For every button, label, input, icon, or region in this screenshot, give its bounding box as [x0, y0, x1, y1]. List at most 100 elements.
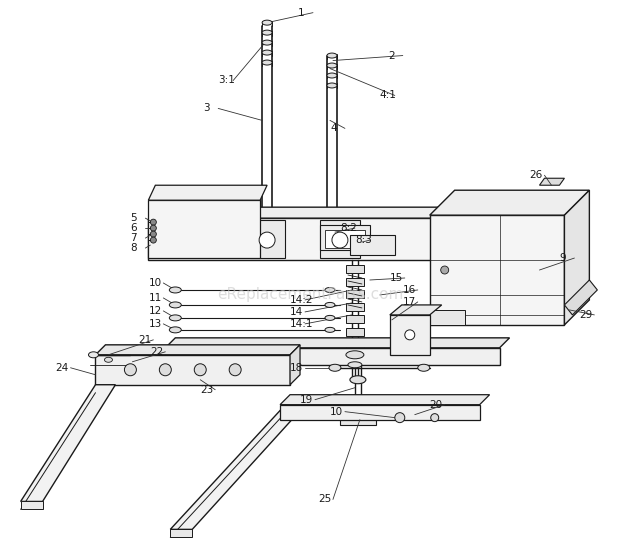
Ellipse shape [325, 302, 335, 307]
Circle shape [431, 413, 439, 422]
Text: 14: 14 [290, 307, 303, 317]
Polygon shape [170, 400, 310, 529]
Text: 4:1: 4:1 [380, 91, 397, 100]
Circle shape [405, 330, 415, 340]
Polygon shape [454, 207, 477, 260]
Polygon shape [148, 200, 260, 258]
Text: 14:1: 14:1 [290, 319, 314, 329]
Circle shape [332, 232, 348, 248]
Text: 17: 17 [403, 297, 416, 307]
Text: 14:2: 14:2 [290, 295, 314, 305]
Polygon shape [170, 529, 192, 537]
Circle shape [151, 231, 156, 237]
Polygon shape [166, 348, 500, 365]
Text: 21: 21 [138, 335, 152, 345]
Ellipse shape [325, 288, 335, 293]
Ellipse shape [327, 63, 337, 68]
Polygon shape [166, 338, 510, 348]
Text: 3: 3 [203, 103, 210, 113]
Ellipse shape [104, 357, 112, 362]
Text: 8:2: 8:2 [340, 223, 356, 233]
Circle shape [259, 232, 275, 248]
Polygon shape [340, 415, 376, 424]
Polygon shape [95, 355, 290, 385]
Ellipse shape [350, 376, 366, 384]
Ellipse shape [418, 364, 430, 371]
Polygon shape [148, 207, 477, 218]
Ellipse shape [262, 40, 272, 45]
Polygon shape [430, 190, 590, 215]
Text: 16: 16 [403, 285, 416, 295]
Ellipse shape [262, 30, 272, 35]
Polygon shape [148, 185, 267, 200]
Ellipse shape [262, 20, 272, 25]
Text: 20: 20 [430, 400, 443, 410]
Ellipse shape [329, 364, 341, 371]
Circle shape [151, 225, 156, 231]
Text: 12: 12 [148, 306, 162, 316]
Polygon shape [20, 385, 115, 501]
Ellipse shape [327, 73, 337, 78]
Circle shape [159, 364, 171, 376]
Polygon shape [20, 501, 43, 509]
Polygon shape [280, 405, 480, 420]
Circle shape [125, 364, 136, 376]
Circle shape [151, 219, 156, 225]
Circle shape [441, 266, 449, 274]
Ellipse shape [327, 83, 337, 88]
Polygon shape [346, 303, 364, 311]
Text: 13: 13 [148, 319, 162, 329]
Text: 10: 10 [330, 407, 343, 417]
Text: 25: 25 [318, 495, 331, 505]
Text: 11: 11 [148, 293, 162, 303]
Text: 15: 15 [390, 273, 403, 283]
Polygon shape [539, 178, 564, 185]
Polygon shape [564, 280, 597, 315]
Text: 5: 5 [130, 213, 137, 223]
Text: 1: 1 [298, 8, 304, 18]
Polygon shape [346, 342, 364, 350]
Text: 9: 9 [559, 253, 566, 263]
Text: 2: 2 [388, 51, 394, 61]
Polygon shape [320, 220, 360, 258]
Text: 8:3: 8:3 [355, 235, 372, 245]
Polygon shape [148, 218, 454, 260]
Polygon shape [346, 328, 364, 336]
Ellipse shape [325, 315, 335, 320]
Text: 18: 18 [290, 363, 303, 373]
Text: eReplacementParts.com: eReplacementParts.com [217, 288, 403, 302]
Circle shape [229, 364, 241, 376]
Ellipse shape [169, 327, 181, 333]
Polygon shape [430, 215, 564, 325]
Ellipse shape [169, 302, 181, 308]
Ellipse shape [89, 352, 99, 358]
Polygon shape [346, 290, 364, 298]
Polygon shape [250, 220, 285, 258]
Ellipse shape [325, 327, 335, 332]
Ellipse shape [262, 50, 272, 55]
Polygon shape [350, 235, 395, 255]
Circle shape [151, 237, 156, 243]
Polygon shape [346, 278, 364, 286]
Polygon shape [390, 315, 430, 355]
Ellipse shape [346, 351, 364, 359]
Circle shape [194, 364, 206, 376]
Text: 19: 19 [300, 395, 313, 405]
Polygon shape [325, 230, 365, 248]
Text: 26: 26 [529, 170, 542, 181]
Text: 4: 4 [330, 124, 337, 134]
Polygon shape [564, 190, 590, 325]
Polygon shape [430, 310, 464, 325]
Ellipse shape [169, 315, 181, 321]
Text: 24: 24 [56, 363, 69, 373]
Text: 29: 29 [580, 310, 593, 320]
Circle shape [395, 413, 405, 423]
Polygon shape [346, 315, 364, 323]
Text: 8: 8 [130, 243, 137, 253]
Ellipse shape [327, 53, 337, 58]
Polygon shape [340, 408, 382, 415]
Polygon shape [290, 345, 300, 385]
Ellipse shape [348, 362, 362, 368]
Ellipse shape [169, 287, 181, 293]
Ellipse shape [262, 60, 272, 65]
